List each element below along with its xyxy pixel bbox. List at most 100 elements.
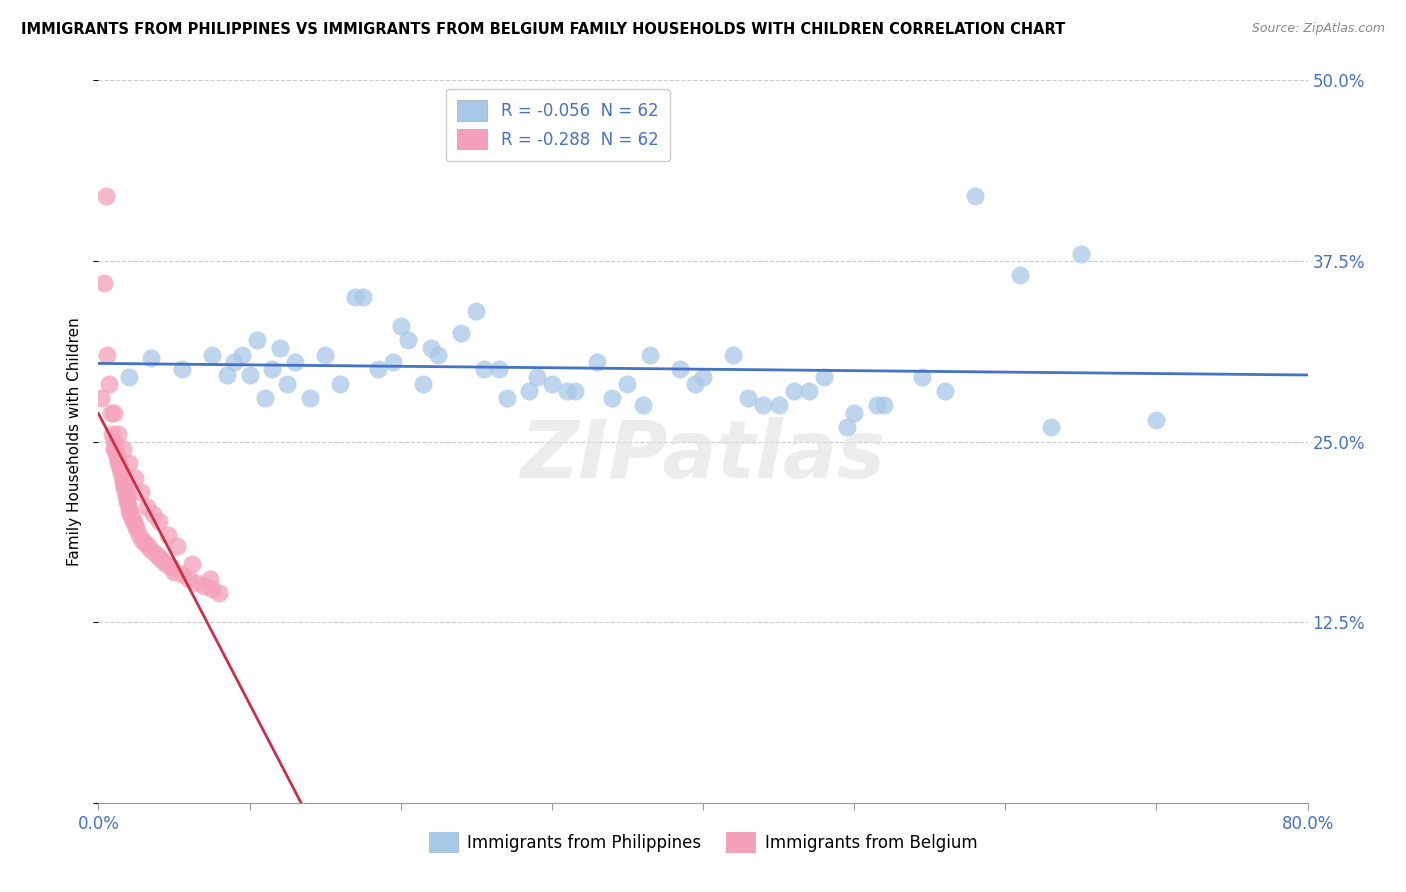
Point bbox=[382, 355, 405, 369]
Point bbox=[253, 391, 276, 405]
Point bbox=[94, 189, 117, 203]
Point bbox=[768, 398, 790, 412]
Point bbox=[367, 362, 389, 376]
Point bbox=[135, 500, 157, 514]
Point bbox=[783, 384, 806, 398]
Point bbox=[314, 348, 336, 362]
Point bbox=[215, 368, 238, 382]
Point bbox=[114, 485, 136, 500]
Point bbox=[616, 376, 638, 391]
Point bbox=[472, 362, 495, 376]
Point bbox=[269, 341, 291, 355]
Point bbox=[752, 398, 775, 412]
Y-axis label: Family Households with Children: Family Households with Children bbox=[67, 318, 83, 566]
Point bbox=[115, 495, 138, 509]
Point bbox=[131, 533, 153, 547]
Point bbox=[1039, 420, 1062, 434]
Point bbox=[121, 509, 143, 524]
Point bbox=[412, 376, 434, 391]
Point bbox=[163, 565, 186, 579]
Point bbox=[1070, 246, 1092, 260]
Point bbox=[179, 572, 201, 586]
Point bbox=[105, 449, 128, 463]
Point bbox=[118, 504, 141, 518]
Point bbox=[200, 572, 222, 586]
Point bbox=[107, 427, 129, 442]
Point bbox=[638, 348, 661, 362]
Point bbox=[115, 492, 138, 507]
Point bbox=[450, 326, 472, 340]
Point bbox=[90, 391, 112, 405]
Point bbox=[526, 369, 548, 384]
Point bbox=[170, 567, 193, 582]
Point bbox=[239, 368, 262, 382]
Point bbox=[111, 475, 134, 489]
Point bbox=[110, 467, 132, 481]
Point bbox=[631, 398, 654, 412]
Point bbox=[246, 334, 269, 348]
Point bbox=[866, 398, 889, 412]
Point bbox=[150, 553, 173, 567]
Point bbox=[141, 542, 163, 557]
Point bbox=[555, 384, 578, 398]
Point bbox=[284, 355, 307, 369]
Point bbox=[540, 376, 562, 391]
Point bbox=[166, 539, 188, 553]
Point bbox=[98, 376, 121, 391]
Point bbox=[965, 189, 987, 203]
Point bbox=[104, 442, 127, 456]
Point bbox=[145, 547, 167, 561]
Point bbox=[201, 348, 224, 362]
Point bbox=[186, 576, 208, 591]
Text: ZIPatlas: ZIPatlas bbox=[520, 417, 886, 495]
Point bbox=[128, 528, 150, 542]
Point bbox=[112, 481, 135, 495]
Point bbox=[517, 384, 540, 398]
Point bbox=[114, 490, 136, 504]
Point bbox=[692, 369, 714, 384]
Point bbox=[352, 290, 374, 304]
Point bbox=[181, 558, 204, 572]
Point bbox=[118, 456, 141, 470]
Point bbox=[148, 514, 170, 528]
Point bbox=[96, 348, 118, 362]
Point bbox=[118, 369, 141, 384]
Point bbox=[231, 348, 253, 362]
Point bbox=[108, 460, 131, 475]
Point bbox=[586, 355, 609, 369]
Point bbox=[224, 355, 246, 369]
Point bbox=[737, 391, 759, 405]
Point bbox=[148, 550, 170, 565]
Point bbox=[111, 442, 134, 456]
Point bbox=[100, 406, 122, 420]
Point bbox=[105, 449, 128, 463]
Point bbox=[129, 485, 152, 500]
Point bbox=[155, 558, 177, 572]
Point bbox=[344, 290, 367, 304]
Point bbox=[813, 369, 835, 384]
Point bbox=[103, 434, 125, 449]
Point bbox=[669, 362, 692, 376]
Point bbox=[93, 276, 115, 290]
Point bbox=[141, 351, 163, 365]
Point bbox=[1144, 413, 1167, 427]
Point bbox=[120, 507, 142, 521]
Point bbox=[873, 398, 896, 412]
Point bbox=[125, 521, 148, 535]
Point bbox=[797, 384, 820, 398]
Point bbox=[134, 535, 156, 549]
Point bbox=[934, 384, 956, 398]
Point bbox=[112, 478, 135, 492]
Text: IMMIGRANTS FROM PHILIPPINES VS IMMIGRANTS FROM BELGIUM FAMILY HOUSEHOLDS WITH CH: IMMIGRANTS FROM PHILIPPINES VS IMMIGRANT… bbox=[21, 22, 1066, 37]
Point bbox=[142, 507, 165, 521]
Point bbox=[276, 376, 298, 391]
Point bbox=[389, 318, 412, 333]
Point bbox=[136, 539, 159, 553]
Point bbox=[262, 362, 284, 376]
Point bbox=[427, 348, 450, 362]
Point bbox=[156, 528, 179, 542]
Point bbox=[107, 451, 129, 466]
Point bbox=[201, 582, 224, 596]
Point bbox=[111, 470, 134, 484]
Point bbox=[103, 442, 125, 456]
